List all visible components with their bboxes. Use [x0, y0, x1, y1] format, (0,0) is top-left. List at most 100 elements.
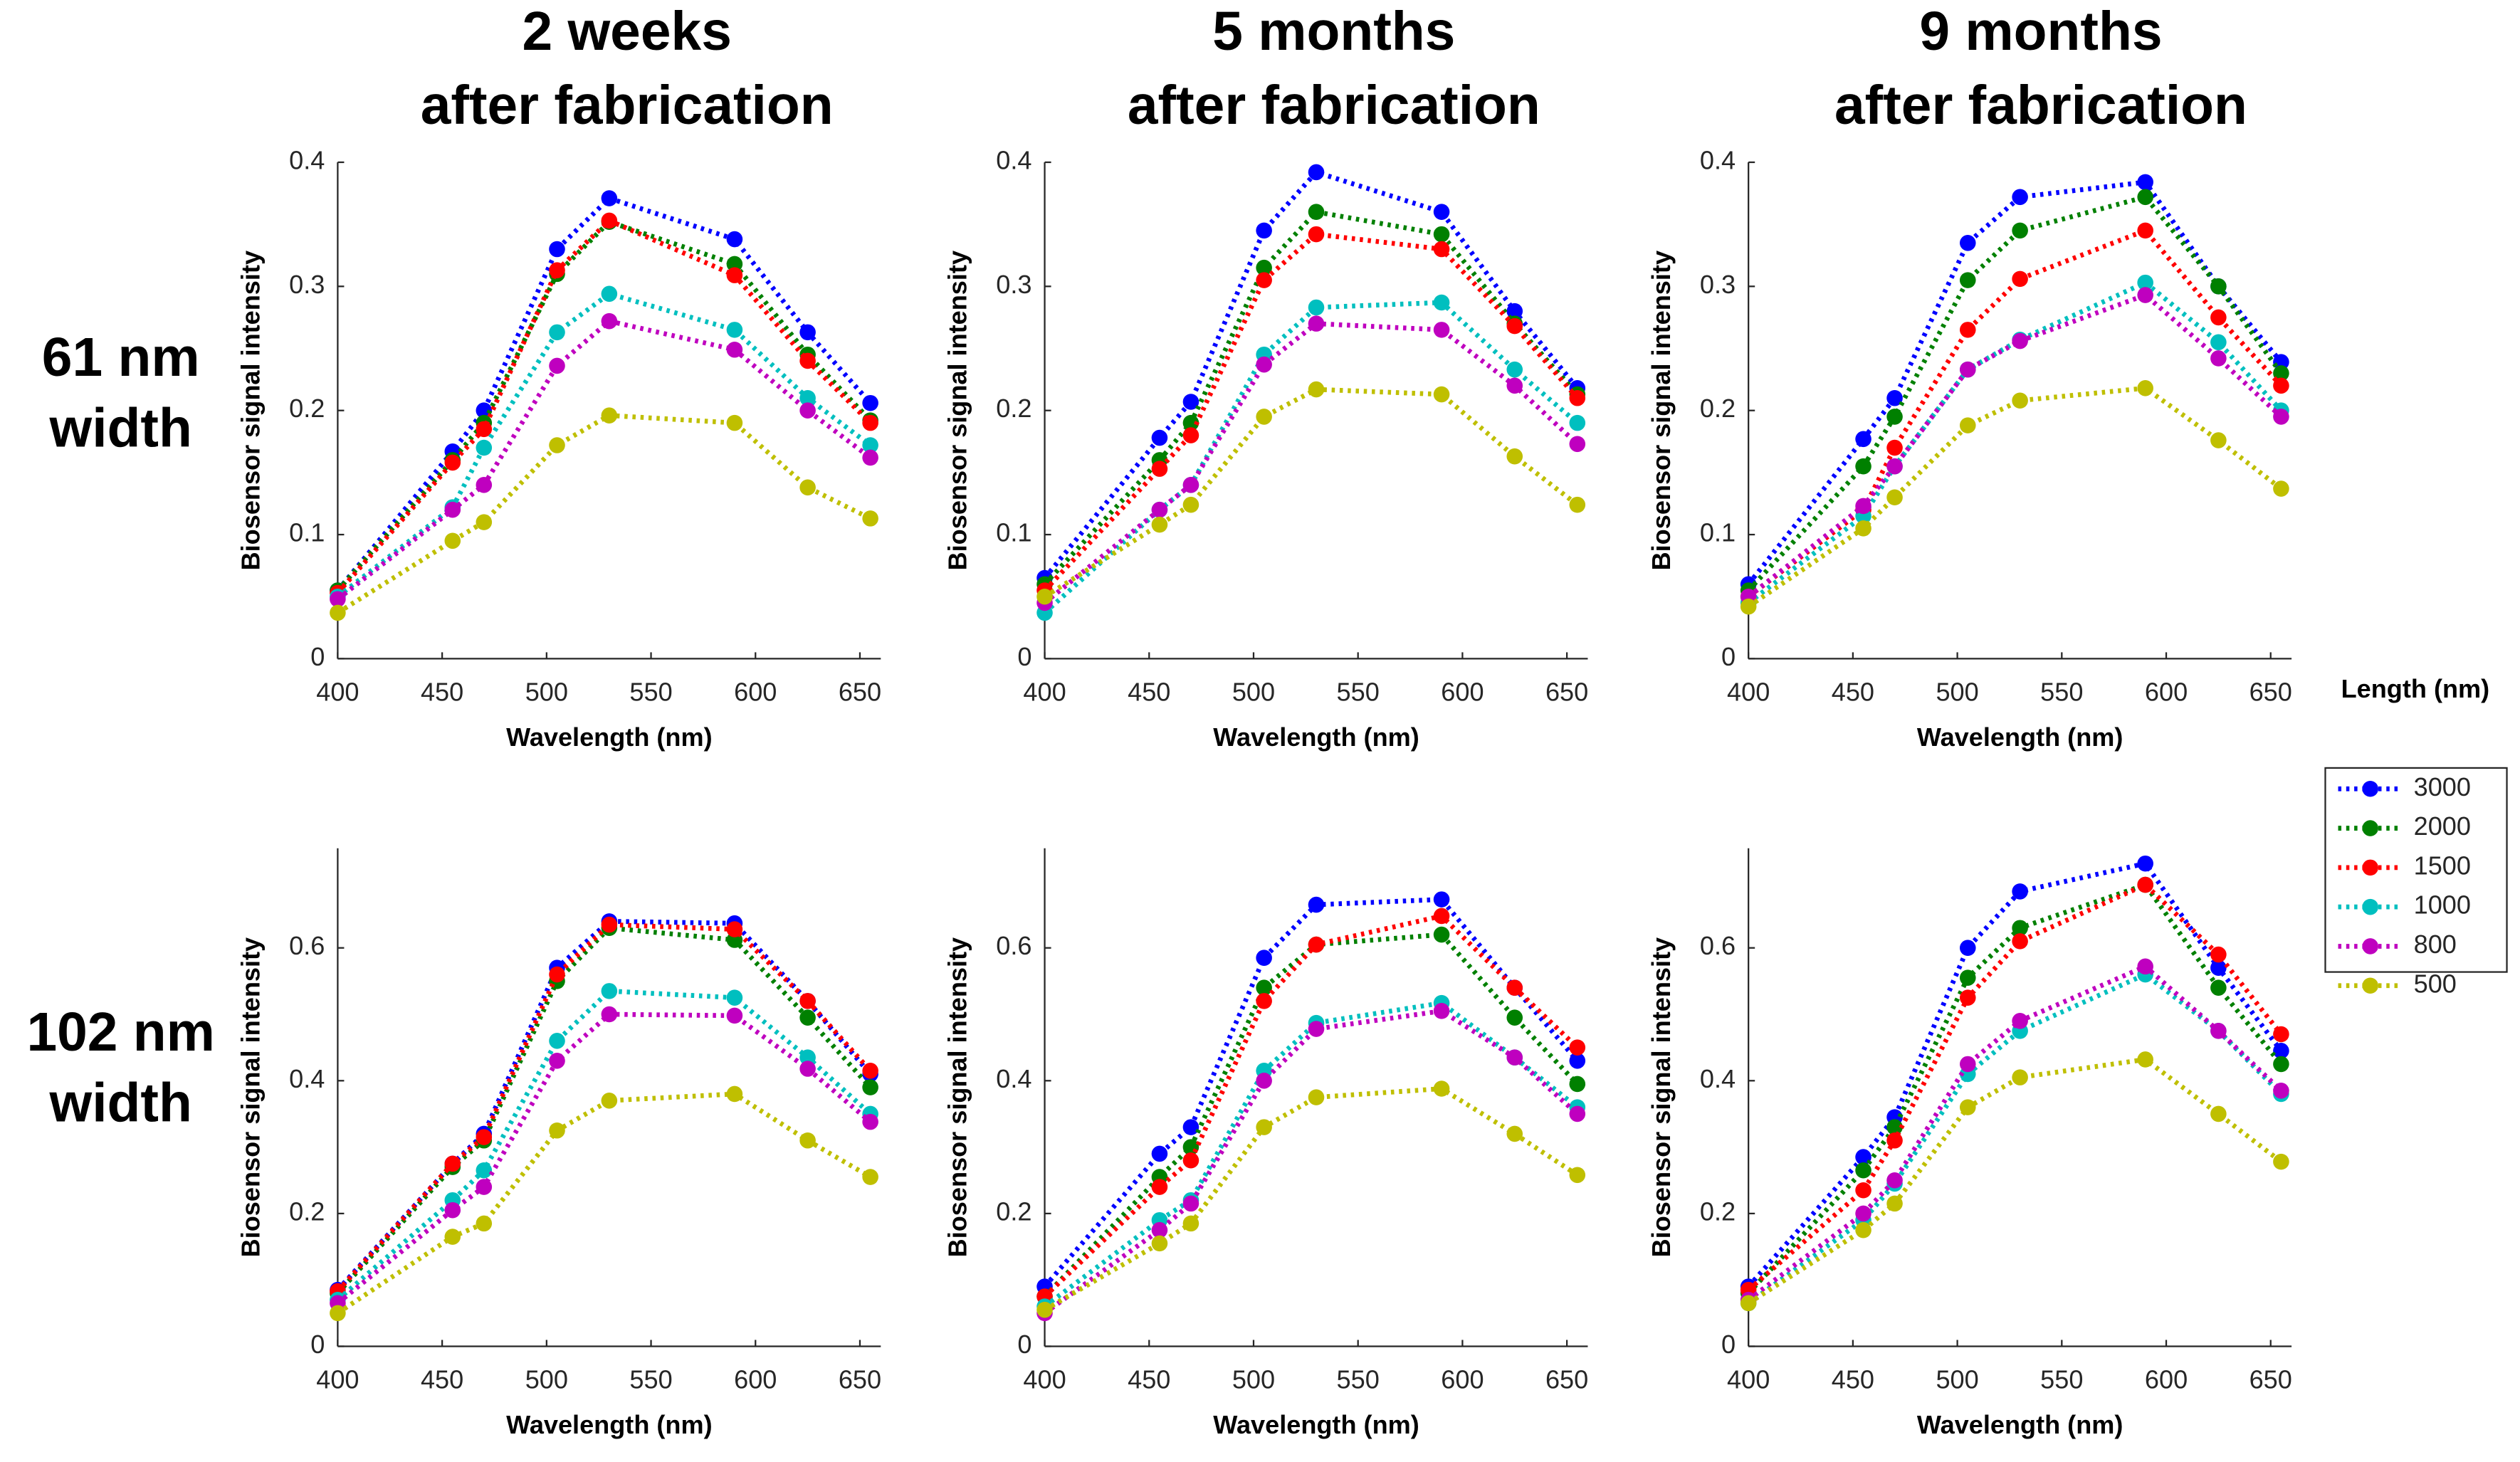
series-line — [1746, 882, 2284, 1295]
data-point — [1182, 394, 1199, 410]
series-line — [1043, 300, 1579, 615]
series-line — [336, 413, 872, 615]
x-tick-label: 450 — [421, 1365, 463, 1394]
data-point — [2210, 278, 2227, 295]
data-point — [476, 477, 493, 493]
data-point — [1506, 448, 1523, 465]
data-point — [1151, 516, 1168, 533]
column-title: 9 months — [1919, 1, 2162, 62]
data-point — [2137, 274, 2153, 291]
data-point — [1256, 259, 1272, 276]
data-point — [549, 262, 565, 278]
legend-label: 500 — [2414, 969, 2457, 998]
x-tick-label: 600 — [2145, 1365, 2188, 1394]
data-point — [476, 1162, 493, 1179]
x-tick-label: 650 — [839, 678, 881, 707]
x-tick-label: 550 — [2040, 1365, 2083, 1394]
x-tick-label: 500 — [1936, 1365, 1978, 1394]
data-point — [1151, 1235, 1168, 1252]
data-point — [1506, 361, 1523, 378]
data-point — [601, 190, 618, 206]
row-label: 102 nm — [26, 1002, 214, 1063]
data-point — [549, 324, 565, 341]
series-line — [1043, 231, 1580, 592]
data-point — [1182, 427, 1199, 443]
data-point — [1959, 1099, 1976, 1115]
x-tick-label: 450 — [421, 678, 463, 707]
data-point — [1506, 377, 1523, 394]
data-point — [726, 414, 743, 431]
x-tick-label: 400 — [1727, 1365, 1770, 1394]
x-tick-label: 500 — [1232, 1365, 1275, 1394]
data-point — [1959, 989, 1976, 1006]
series-line — [1747, 385, 2283, 609]
x-tick-label: 600 — [2145, 678, 2188, 707]
data-point — [799, 352, 816, 369]
data-point — [726, 1007, 743, 1024]
y-tick-label: 0.4 — [1700, 1064, 1736, 1093]
data-point — [601, 916, 618, 933]
data-point — [726, 267, 743, 283]
series-line — [336, 1091, 872, 1315]
legend-title: Length (nm) — [2341, 674, 2490, 703]
series-line — [1043, 932, 1580, 1298]
legend-label: 800 — [2414, 930, 2457, 959]
data-point — [444, 1229, 461, 1245]
x-tick-label: 650 — [2249, 1365, 2292, 1394]
data-point — [1959, 417, 1976, 433]
y-axis-label: Biosensor signal intensity — [1647, 937, 1676, 1257]
data-point — [1308, 164, 1325, 181]
y-tick-label: 0.2 — [1700, 1197, 1736, 1226]
data-point — [1182, 1215, 1199, 1232]
data-point — [2210, 309, 2227, 326]
data-point — [1433, 386, 1450, 403]
x-tick-label: 500 — [525, 678, 568, 707]
legend-label: 1000 — [2414, 890, 2471, 920]
series-line — [335, 195, 873, 592]
data-point — [1569, 1039, 1586, 1056]
data-point — [549, 437, 565, 453]
x-tick-label: 550 — [1337, 1365, 1380, 1394]
y-axis-label: Biosensor signal intensity — [943, 937, 972, 1257]
data-point — [330, 1305, 346, 1322]
data-point — [549, 1122, 565, 1139]
data-point — [726, 231, 743, 248]
data-point — [2012, 933, 2028, 950]
y-tick-label: 0 — [1017, 1330, 1031, 1359]
data-point — [1182, 1152, 1199, 1169]
x-tick-label: 500 — [1232, 678, 1275, 707]
data-point — [1308, 896, 1325, 913]
data-point — [1506, 1049, 1523, 1066]
data-point — [2012, 222, 2028, 239]
data-point — [1433, 1080, 1450, 1097]
data-point — [1308, 226, 1325, 243]
data-point — [1256, 993, 1272, 1009]
data-point — [1256, 979, 1272, 996]
data-point — [1855, 520, 1871, 537]
data-point — [1433, 226, 1450, 243]
legend-marker — [2362, 898, 2378, 915]
data-point — [799, 993, 816, 1009]
legend-label: 3000 — [2414, 772, 2471, 801]
series-line — [1747, 1056, 2283, 1305]
x-axis-label: Wavelength (nm) — [1213, 1410, 1419, 1439]
data-point — [601, 312, 618, 330]
data-point — [726, 341, 743, 358]
x-tick-label: 650 — [1545, 678, 1588, 707]
data-point — [726, 256, 743, 273]
data-point — [1855, 458, 1871, 475]
legend-marker — [2362, 938, 2378, 954]
data-point — [2273, 480, 2289, 497]
x-axis-label: Wavelength (nm) — [1917, 722, 2123, 752]
series-line — [1747, 280, 2283, 605]
data-point — [1151, 1145, 1168, 1162]
series-line — [335, 925, 873, 1295]
data-point — [2012, 1069, 2028, 1085]
series-line — [335, 219, 873, 592]
x-tick-label: 550 — [629, 1365, 672, 1394]
data-point — [1036, 1301, 1053, 1318]
data-point — [1855, 498, 1871, 515]
data-point — [549, 966, 565, 983]
